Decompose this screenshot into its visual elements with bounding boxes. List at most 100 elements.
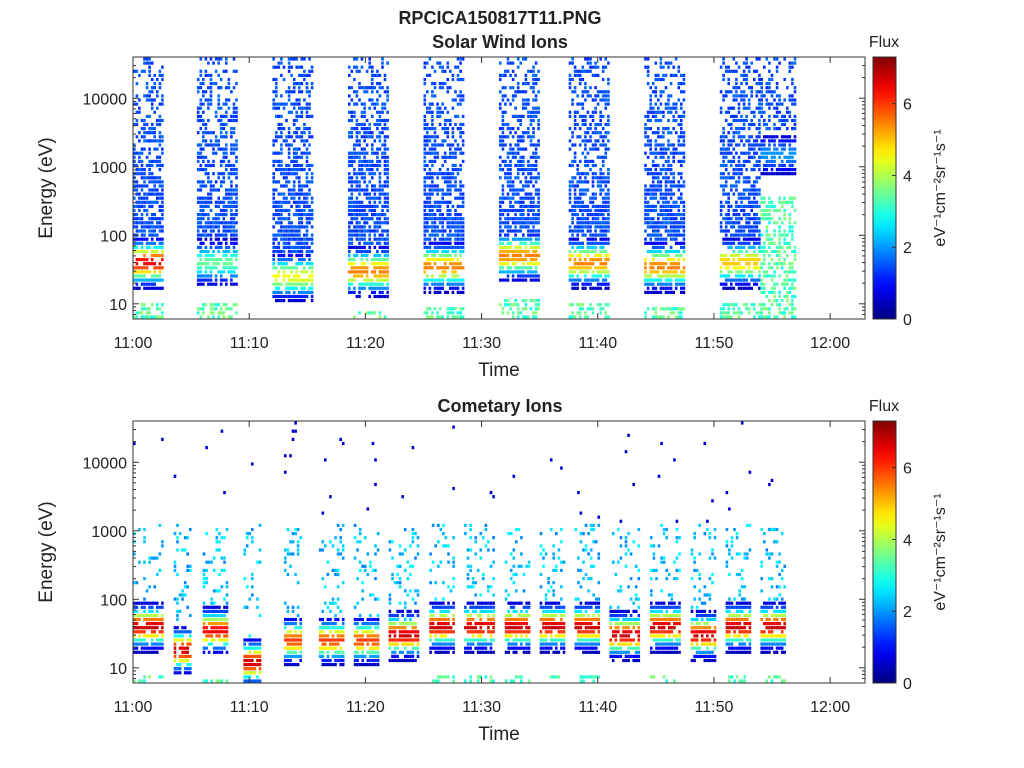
spectrogram-cell [285, 225, 288, 229]
spectrogram-cell [657, 249, 660, 254]
spectrogram-cell [581, 221, 585, 225]
spectrogram-cell [140, 249, 144, 254]
spectrogram-cell [143, 253, 146, 258]
spectrogram-cell [285, 196, 288, 200]
spectrogram-cell [433, 159, 437, 163]
spectrogram-cell [604, 57, 608, 61]
spectrogram-cell [672, 106, 675, 110]
spectrogram-cell [148, 307, 151, 311]
spectrogram-cell [355, 200, 359, 204]
spectrogram-cell [722, 311, 725, 315]
spectrogram-cell [509, 172, 512, 176]
spectrogram-cell [287, 131, 291, 135]
spectrogram-cell [662, 114, 665, 118]
spectrogram-cell [360, 282, 364, 286]
spectrogram-cell [589, 114, 592, 118]
spectrogram-cell [371, 278, 374, 282]
spectrogram-cell [378, 192, 382, 196]
spectrogram-cell [428, 168, 432, 172]
spectrogram-cell [350, 184, 354, 188]
spectrogram-cell [295, 278, 298, 282]
spectrogram-cell [599, 172, 602, 176]
spectrogram-cell [310, 233, 314, 237]
spectrogram-cell [365, 249, 369, 254]
spectrogram-cell [143, 208, 146, 213]
spectrogram-cell [212, 143, 215, 147]
spectrogram-cell [230, 229, 233, 233]
spectrogram-cell [504, 176, 507, 180]
spectrogram-cell [230, 168, 233, 172]
spectrogram-cell [607, 204, 610, 208]
spectrogram-cell [573, 282, 577, 286]
spectrogram-cell [426, 139, 429, 143]
spectrogram-cell [511, 94, 515, 98]
spectrogram-cell [145, 61, 149, 65]
spectrogram-cell [524, 253, 528, 258]
spectrogram-cell [378, 286, 382, 290]
spectrogram-cell [459, 192, 462, 196]
spectrogram-cell [214, 143, 218, 147]
spectrogram-cell [571, 245, 574, 249]
spectrogram-cell [672, 192, 675, 196]
spectrogram-cell [578, 262, 582, 266]
spectrogram-cell [537, 106, 540, 110]
spectrogram-cell [156, 274, 159, 278]
spectrogram-cell [657, 290, 660, 294]
spectrogram-cell [735, 282, 738, 286]
spectrogram-cell [646, 307, 650, 311]
spectrogram-cell [285, 262, 288, 266]
spectrogram-cell [277, 258, 281, 262]
spectrogram-cell [148, 311, 151, 315]
spectrogram-cell [196, 114, 200, 118]
spectrogram-cell [290, 168, 293, 172]
spectrogram-cell [657, 131, 660, 135]
spectrogram-cell [143, 249, 146, 254]
spectrogram-cell [285, 163, 288, 168]
spectrogram-cell [386, 270, 389, 274]
spectrogram-cell [601, 176, 605, 180]
spectrogram-cell [516, 249, 520, 254]
spectrogram-cell [459, 122, 462, 127]
spectrogram-cell [501, 237, 505, 241]
spectrogram-cell [298, 282, 301, 286]
spectrogram-cell [732, 253, 736, 258]
spectrogram-cell [682, 221, 686, 225]
spectrogram-cell [589, 127, 592, 131]
spectrogram-cell [667, 307, 670, 311]
spectrogram-cell [227, 98, 231, 102]
spectrogram-cell [451, 225, 455, 229]
spectrogram-cell [230, 143, 233, 147]
spectrogram-cell [604, 135, 608, 139]
spectrogram-cell [604, 225, 608, 229]
spectrogram-cell [204, 69, 208, 73]
spectrogram-cell [199, 282, 203, 286]
spectrogram-cell [433, 69, 437, 73]
spectrogram-cell [446, 225, 450, 229]
spectrogram-cell [680, 102, 683, 106]
spectrogram-cell [358, 213, 361, 217]
spectrogram-cell [449, 278, 452, 282]
spectrogram-cell [280, 262, 283, 266]
spectrogram-cell [310, 282, 314, 286]
spectrogram-cell [232, 245, 236, 249]
spectrogram-cell [722, 217, 725, 221]
spectrogram-cell [158, 278, 162, 282]
spectrogram-cell [282, 200, 286, 204]
spectrogram-cell [527, 180, 530, 184]
spectrogram-cell [300, 168, 304, 172]
spectrogram-cell [576, 241, 579, 245]
spectrogram-cell [217, 204, 220, 208]
spectrogram-cell [644, 241, 647, 245]
spectrogram-cell [527, 184, 530, 188]
spectrogram-cell [730, 69, 733, 73]
spectrogram-cell [292, 282, 296, 286]
spectrogram-cell [150, 282, 154, 286]
spectrogram-cell [719, 282, 723, 286]
spectrogram-cell [360, 258, 364, 262]
spectrogram-cell [308, 204, 311, 208]
spectrogram-cell [522, 106, 525, 110]
spectrogram-cell [150, 86, 154, 90]
spectrogram-cell [446, 168, 450, 172]
spectrogram-cell [308, 274, 311, 278]
spectrogram-cell [303, 278, 306, 282]
